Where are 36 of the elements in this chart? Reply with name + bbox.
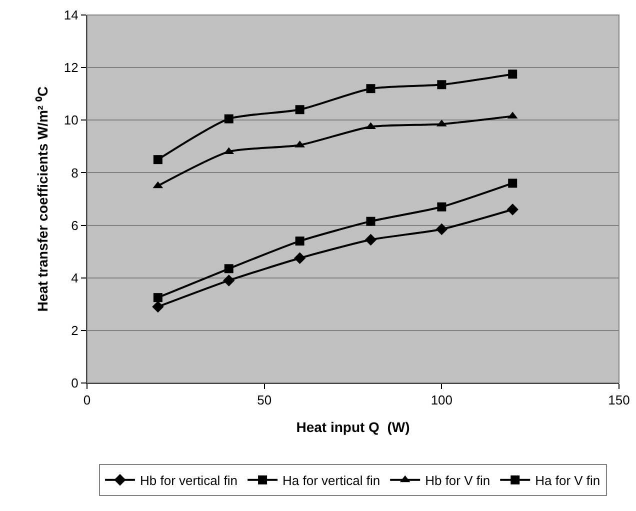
x-tick-label: 0 [83, 392, 91, 408]
point [153, 293, 162, 302]
y-tick-label: 2 [71, 322, 78, 338]
point [366, 84, 376, 94]
y-tick-label: 4 [71, 270, 78, 286]
y-tick-label: 6 [71, 218, 78, 233]
y-axis-title: Heat transfer coefficients W/m² ⁰C [34, 86, 51, 312]
point [224, 264, 234, 274]
point [366, 216, 376, 226]
point [295, 236, 304, 246]
legend-label: Hb for V fin [425, 472, 490, 488]
point [437, 202, 446, 212]
point [508, 178, 518, 188]
point [436, 223, 448, 236]
x-tick-label: 50 [257, 392, 272, 408]
y-tick-label: 0 [71, 376, 78, 391]
x-tick-label: 150 [608, 392, 630, 408]
legend-label: Hb for vertical fin [140, 472, 238, 488]
x-tick-label: 100 [430, 392, 453, 408]
legend-label: Ha for vertical fin [282, 472, 380, 488]
y-tick-label: 12 [64, 60, 78, 76]
point [506, 204, 518, 216]
point [364, 234, 377, 246]
x-axis-title: Heat input Q (W) [296, 418, 410, 435]
point [295, 105, 304, 114]
point [153, 155, 162, 164]
y-tick-label: 10 [64, 112, 78, 128]
point [294, 252, 306, 264]
point [223, 274, 235, 286]
legend-label: Ha for V fin [535, 472, 600, 488]
y-tick-label: 8 [71, 165, 78, 180]
y-tick-label: 14 [64, 8, 78, 23]
point [437, 80, 446, 90]
point [224, 114, 234, 124]
point [508, 70, 518, 79]
point [152, 300, 164, 313]
